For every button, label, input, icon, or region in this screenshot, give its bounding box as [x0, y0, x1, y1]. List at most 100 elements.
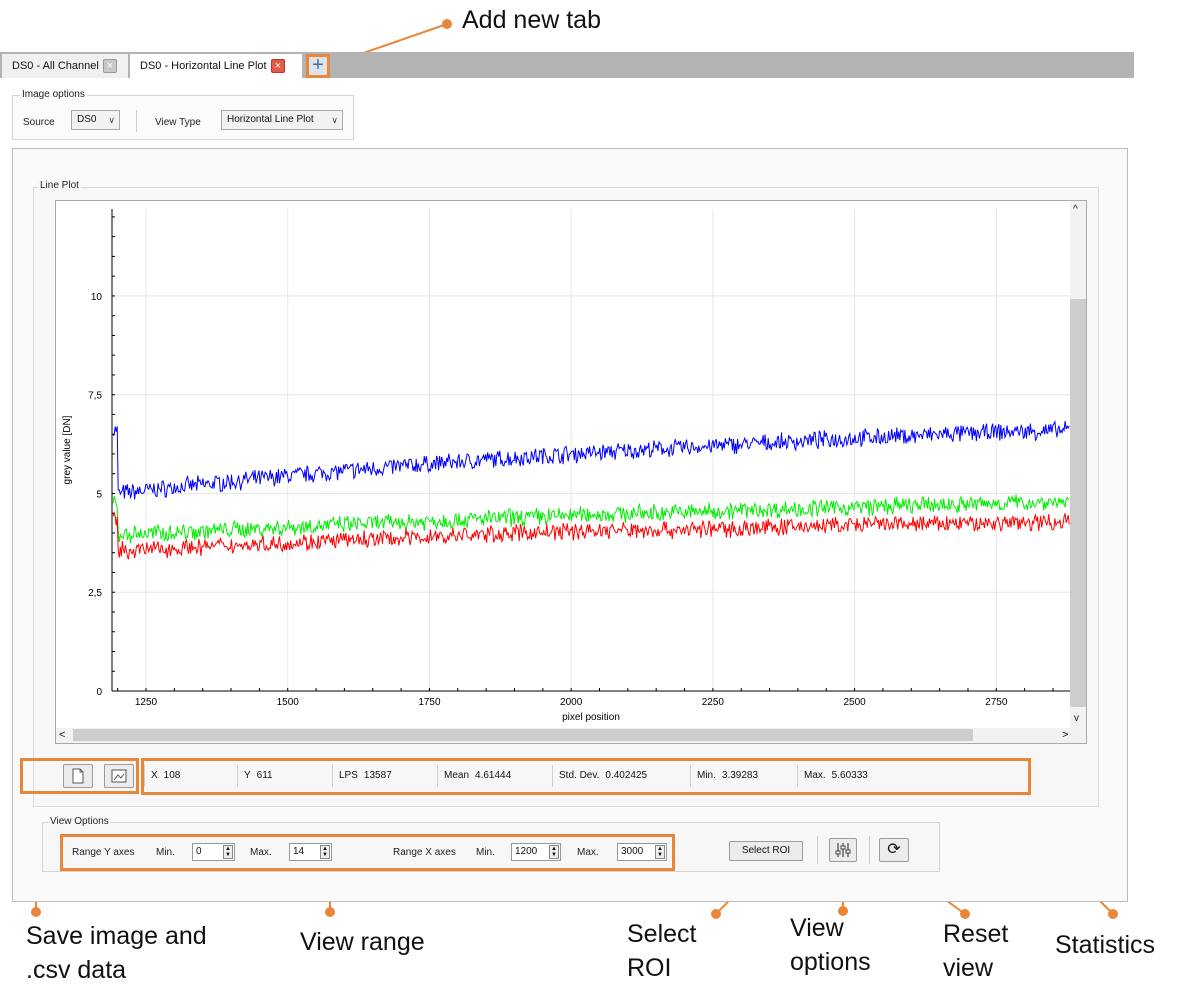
x-min-value: 1200	[515, 846, 538, 857]
view-options-callout: View options	[790, 912, 871, 980]
y-max-spinbox[interactable]: 14 ▲ ▼	[289, 843, 332, 861]
add-tab-button[interactable]: +	[306, 54, 330, 78]
spin-arrows-icon[interactable]: ▲ ▼	[549, 845, 559, 859]
source-label: Source	[23, 117, 55, 128]
horizontal-scroll-thumb[interactable]	[73, 729, 973, 741]
source-select[interactable]: DS0 ∨	[71, 110, 120, 130]
scroll-down-button[interactable]: v	[1074, 713, 1079, 724]
y-min-value: 0	[196, 846, 202, 857]
y-tick-label: 0	[96, 687, 102, 698]
scroll-left-button[interactable]: <	[59, 729, 66, 741]
tab-horizontal-line-plot[interactable]: DS0 - Horizontal Line Plot ×	[130, 54, 302, 78]
spin-arrows-icon[interactable]: ▲ ▼	[655, 845, 665, 859]
x-tick-label: 2000	[560, 697, 583, 708]
statistics-highlight	[141, 758, 1031, 795]
close-grey-icon[interactable]: ×	[103, 59, 117, 73]
view-range-callout: View range	[300, 928, 425, 956]
spin-arrows-icon[interactable]: ▲ ▼	[223, 845, 233, 859]
view-type-select[interactable]: Horizontal Line Plot ∨	[221, 110, 343, 130]
stat-std-value: 0.402425	[605, 770, 648, 781]
x-tick-label: 2250	[702, 697, 725, 708]
scroll-up-button[interactable]: ^	[1073, 204, 1078, 215]
save-csv-button[interactable]	[104, 764, 134, 788]
stat-y: Y 611	[237, 765, 329, 787]
stat-lps-value: 13587	[363, 770, 392, 781]
plus-icon: +	[312, 54, 324, 76]
save-image-callout: Save image and .csv data	[26, 920, 207, 988]
stat-x: X 108	[144, 765, 236, 787]
y-tick-label: 5	[96, 489, 102, 500]
stat-lps-label: LPS	[339, 770, 358, 781]
y-axis-label: grey value [DN]	[62, 415, 73, 484]
range-x-label: Range X axes	[393, 847, 456, 858]
series-line-1	[112, 494, 1070, 544]
tab-all-channel[interactable]: DS0 - All Channel ×	[2, 54, 128, 78]
spin-arrows-icon[interactable]: ▲ ▼	[320, 845, 330, 859]
series-line-0	[112, 419, 1070, 500]
stat-max-value: 5.60333	[831, 770, 868, 781]
stat-x-label: X	[151, 770, 158, 781]
close-red-icon[interactable]: ×	[271, 59, 285, 73]
stat-std-dev: Std. Dev. 0.402425	[552, 765, 688, 787]
vertical-scroll-thumb[interactable]	[1070, 299, 1086, 707]
vertical-scrollbar[interactable]: ^ v	[1070, 201, 1086, 729]
x-axis-label: pixel position	[562, 712, 620, 723]
y-max-value: 14	[293, 846, 305, 857]
divider	[869, 836, 870, 864]
y-tick-label: 2,5	[88, 588, 102, 599]
divider	[817, 836, 818, 864]
tab-label: DS0 - All Channel	[12, 60, 99, 72]
reset-view-callout: Reset view	[943, 918, 1008, 986]
view-options-button[interactable]	[829, 838, 857, 862]
stat-x-value: 108	[163, 770, 181, 781]
y-min-spinbox[interactable]: 0 ▲ ▼	[192, 843, 235, 861]
view-type-label: View Type	[155, 117, 201, 128]
statistics-callout-dot	[1108, 909, 1118, 919]
horizontal-scrollbar[interactable]: < >	[56, 728, 1086, 743]
save-file-icon	[72, 768, 84, 784]
x-tick-label: 2500	[843, 697, 866, 708]
stat-min-label: Min.	[697, 770, 716, 781]
sliders-icon	[835, 843, 851, 857]
x-tick-label: 1500	[277, 697, 300, 708]
save-callout-dot	[31, 907, 41, 917]
stat-y-value: 611	[256, 770, 273, 781]
image-icon	[111, 769, 127, 783]
stat-max: Max. 5.60333	[797, 765, 905, 787]
x-max-label: Max.	[577, 847, 599, 858]
select-roi-callout-dot	[711, 909, 721, 919]
stat-min: Min. 3.39283	[690, 765, 794, 787]
series-line-2	[112, 511, 1070, 560]
add-tab-callout: Add new tab	[462, 6, 601, 34]
x-tick-label: 1750	[418, 697, 441, 708]
y-tick-label: 7,5	[88, 391, 102, 402]
reset-view-callout-line2: view	[943, 953, 994, 982]
stat-mean-label: Mean	[444, 770, 470, 781]
scroll-right-button[interactable]: >	[1062, 729, 1069, 741]
tab-label: DS0 - Horizontal Line Plot	[140, 60, 267, 72]
x-min-spinbox[interactable]: 1200 ▲ ▼	[511, 843, 561, 861]
source-value: DS0	[77, 114, 97, 125]
statistics-callout: Statistics	[1055, 931, 1156, 959]
stat-min-value: 3.39283	[721, 770, 759, 781]
chevron-down-icon: ∨	[108, 115, 115, 125]
line-plot-title: Line Plot	[38, 180, 81, 191]
save-image-callout-line1: Save image and	[26, 922, 207, 950]
select-roi-button[interactable]: Select ROI	[729, 841, 803, 861]
stat-lps: LPS 13587	[332, 765, 434, 787]
select-roi-callout: Select ROI	[627, 918, 696, 986]
view-range-highlight	[60, 834, 675, 871]
line-chart: 1250 1500 1750 2000 2250 2500 2750 0 2,5 5 7,5 10 pi…	[62, 209, 1070, 723]
x-tick-label: 2750	[985, 697, 1008, 708]
select-roi-callout-line2: ROI	[627, 953, 672, 982]
save-image-button[interactable]	[63, 764, 93, 788]
reset-view-callout-line1: Reset	[943, 920, 1009, 948]
reset-view-button[interactable]: ⟳	[879, 838, 909, 862]
y-min-label: Min.	[156, 847, 175, 858]
stat-mean-value: 4.61444	[475, 770, 512, 781]
x-max-spinbox[interactable]: 3000 ▲ ▼	[617, 843, 667, 861]
view-options-title: View Options	[48, 816, 111, 827]
stat-mean: Mean 4.61444	[437, 765, 549, 787]
y-tick-label: 10	[91, 292, 103, 303]
view-options-callout-dot	[838, 906, 848, 916]
